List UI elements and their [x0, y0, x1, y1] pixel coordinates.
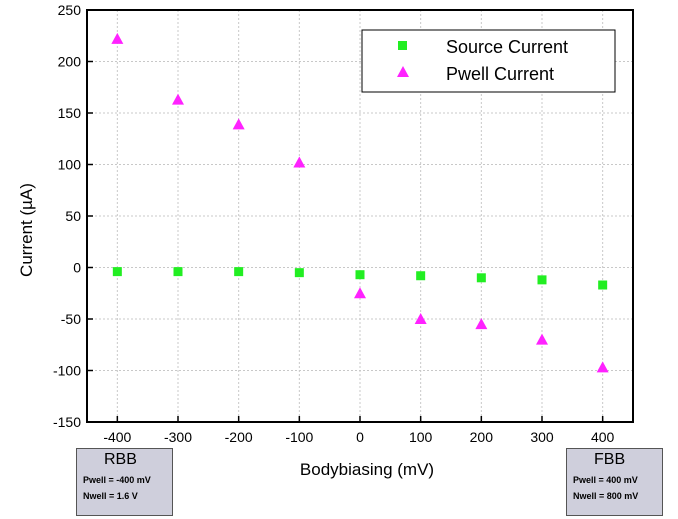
pwell-current-point: [354, 287, 366, 299]
x-tick-label: 300: [530, 429, 554, 445]
x-axis-title: Bodybiasing (mV): [300, 460, 434, 479]
x-tick-label: 100: [409, 429, 433, 445]
y-tick-label: 200: [58, 54, 82, 70]
pwell-current-point: [414, 313, 427, 324]
source-current-point: [112, 267, 122, 277]
y-tick-label: -100: [53, 363, 81, 379]
y-tick-label: 0: [73, 260, 81, 276]
legend: Source Current Pwell Current: [361, 29, 616, 93]
x-tick-label: -400: [103, 429, 131, 445]
pwell-current-point: [293, 156, 306, 168]
y-tick-label: 150: [58, 105, 82, 121]
pwell-current-point: [596, 361, 609, 373]
source-current-point: [234, 267, 244, 277]
x-tick-label: -200: [225, 429, 253, 445]
rbb-title: RBB: [104, 451, 137, 468]
x-tick-label: 400: [591, 429, 615, 445]
fbb-nwell: Nwell = 800 mV: [573, 491, 639, 501]
x-tick-label: -100: [285, 429, 313, 445]
pwell-current-point: [536, 333, 548, 345]
x-axis-ticks: -400 -300 -200 -100 0 100 200 300 400: [103, 416, 615, 445]
rbb-pwell: Pwell = -400 mV: [83, 475, 151, 485]
source-current-point: [537, 275, 547, 285]
pwell-current-point: [111, 32, 124, 44]
legend-label-pwell: Pwell Current: [446, 64, 554, 84]
legend-marker-source: [398, 41, 407, 50]
source-current-point: [173, 267, 183, 277]
y-tick-label: -150: [53, 414, 81, 430]
source-current-point: [476, 273, 486, 283]
x-tick-label: 200: [470, 429, 494, 445]
y-tick-label: 50: [65, 208, 81, 224]
x-tick-label: -300: [164, 429, 192, 445]
pwell-current-point: [475, 318, 488, 330]
rbb-nwell: Nwell = 1.6 V: [83, 491, 138, 501]
fbb-pwell: Pwell = 400 mV: [573, 475, 638, 485]
source-current-point: [598, 280, 608, 290]
y-axis-title: Current (µA): [17, 183, 36, 277]
y-tick-label: 100: [58, 157, 82, 173]
source-current-point: [355, 270, 365, 280]
source-current-point: [294, 268, 304, 278]
y-tick-label: -50: [61, 311, 81, 327]
data-marks: [111, 32, 609, 373]
y-tick-label: 250: [58, 2, 82, 18]
fbb-annotation-box: FBB Pwell = 400 mV Nwell = 800 mV: [566, 448, 663, 516]
fbb-title: FBB: [594, 451, 626, 468]
pwell-current-point: [172, 93, 184, 105]
legend-label-source: Source Current: [446, 37, 568, 57]
legend-frame: [361, 29, 616, 93]
rbb-annotation-box: RBB Pwell = -400 mV Nwell = 1.6 V: [76, 448, 173, 516]
x-tick-label: 0: [356, 429, 364, 445]
plot-frame: [86, 9, 634, 423]
legend-marker-pwell: [397, 66, 409, 77]
source-current-point: [416, 271, 426, 281]
pwell-current-point: [232, 118, 245, 130]
